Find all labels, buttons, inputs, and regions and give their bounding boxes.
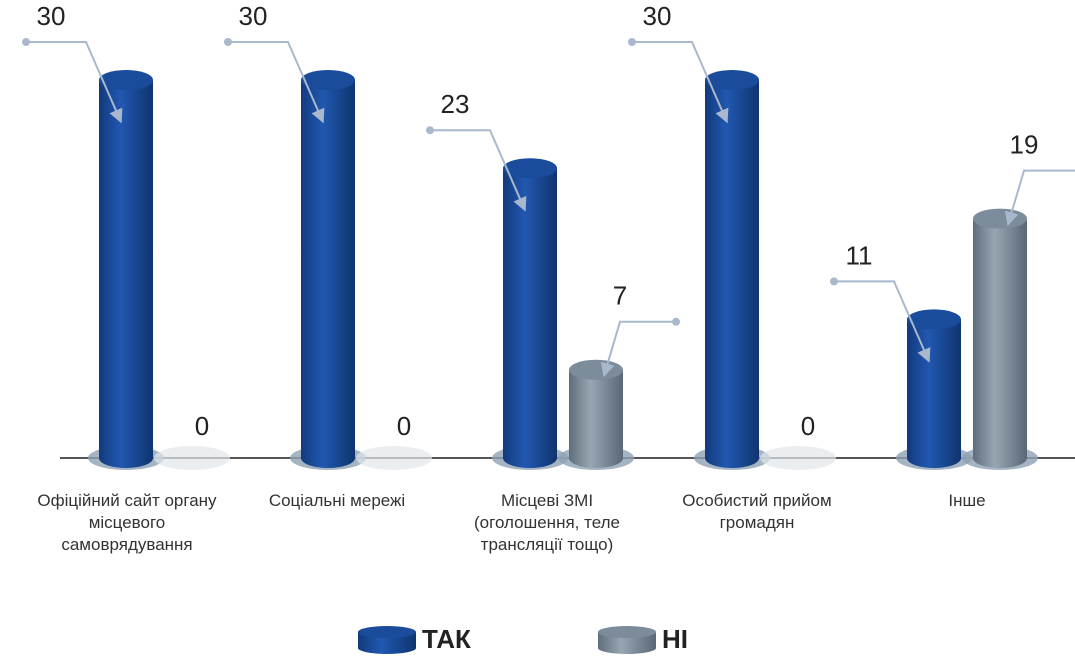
bar-top (973, 208, 1027, 229)
bar-body (705, 80, 759, 468)
legend-label: НІ (662, 624, 688, 654)
x-tick-label: Соціальні мережі (268, 491, 406, 510)
value-label: 11 (846, 240, 873, 270)
bar (973, 208, 1027, 468)
value-label: 30 (37, 1, 66, 31)
bar (705, 70, 759, 468)
bar (907, 309, 961, 468)
legend-swatch-top (598, 626, 656, 638)
leader-line (430, 129, 527, 212)
bar (503, 158, 557, 468)
x-tick-label: Особистий прийом громадян (682, 491, 832, 532)
bar (99, 70, 153, 468)
legend-swatch (358, 632, 416, 654)
leader-line (228, 41, 325, 124)
bar-shadow (154, 446, 230, 470)
bar (301, 70, 355, 468)
leader-line (632, 41, 729, 124)
bar-top (301, 70, 355, 90)
value-label: 30 (643, 1, 672, 31)
leader-line (26, 41, 123, 124)
x-tick-label: Інше (948, 491, 986, 510)
leader-line (1004, 169, 1075, 226)
legend-swatch-top (358, 626, 416, 638)
bar-shadow (760, 446, 836, 470)
bar-body (99, 80, 153, 468)
bar-top (569, 359, 623, 380)
bar-body (503, 168, 557, 468)
bar-body (301, 80, 355, 468)
bar-top (705, 70, 759, 90)
value-label: 30 (239, 1, 268, 31)
x-tick-label: Офіційний сайт органу місцевого самовряд… (37, 491, 217, 554)
bar-top (907, 309, 961, 330)
x-tick-label: Місцеві ЗМІ (оголошення, теле трансляції… (474, 491, 620, 554)
bar-body (907, 319, 961, 468)
bar-shadow (356, 446, 432, 470)
value-label: 19 (1010, 129, 1039, 159)
bar (569, 359, 623, 468)
leader-line (600, 320, 676, 378)
value-label: 0 (801, 411, 815, 441)
legend-label: ТАК (422, 624, 471, 654)
value-label: 0 (397, 411, 411, 441)
bar-top (99, 70, 153, 90)
bar-body (973, 218, 1027, 468)
legend-swatch (598, 632, 656, 654)
value-label: 7 (613, 281, 627, 311)
value-label: 0 (195, 411, 209, 441)
leader-line (834, 280, 931, 363)
bar-body (569, 369, 623, 468)
value-label: 23 (441, 89, 470, 119)
bar-top (503, 158, 557, 179)
